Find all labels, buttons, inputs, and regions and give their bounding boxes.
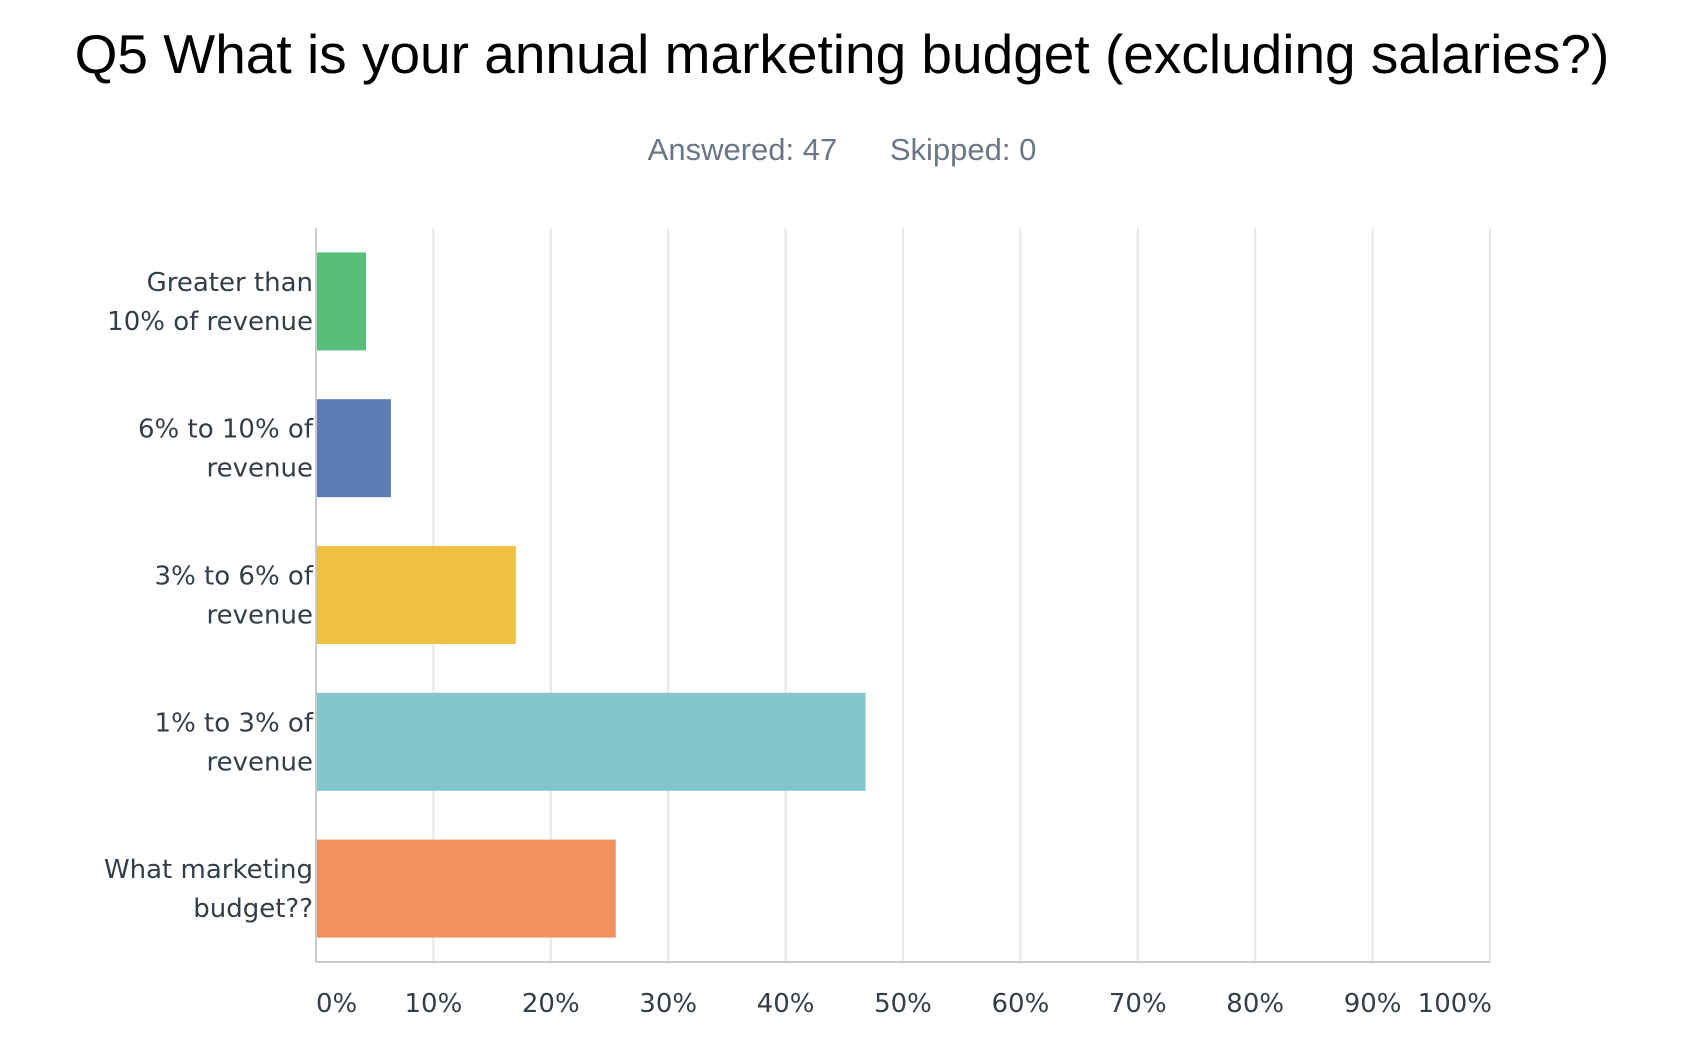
x-tick-label: 0% <box>316 989 357 1019</box>
x-tick-label: 50% <box>874 989 932 1019</box>
category-label: 1% to 3% of revenue <box>155 708 314 777</box>
category-label-line: What marketing <box>104 855 313 885</box>
category-label-line: revenue <box>207 747 313 777</box>
x-tick-label: 60% <box>992 989 1050 1019</box>
x-tick-label: 80% <box>1226 989 1284 1019</box>
category-label-line: Greater than <box>147 268 313 298</box>
category-label: What marketing budget?? <box>104 855 313 924</box>
bars <box>316 252 866 938</box>
axes <box>315 228 1490 963</box>
bar <box>316 692 866 791</box>
answered-count: Answered: 47 <box>647 132 838 167</box>
category-label-line: 10% of revenue <box>107 307 313 337</box>
category-label-line: 1% to 3% of <box>155 708 314 738</box>
category-label: 3% to 6% of revenue <box>155 562 314 631</box>
bar <box>316 839 616 938</box>
category-label-line: budget?? <box>193 894 313 924</box>
response-stats: Answered: 47 Skipped: 0 <box>0 132 1684 168</box>
category-label-line: revenue <box>207 601 313 631</box>
x-tick-labels: 0% 10% 20% 30% 40% 50% 60% 70% 80% 90% 100% <box>316 989 1492 1019</box>
category-label-line: 6% to 10% of <box>138 415 314 445</box>
chart-title: Q5 What is your annual marketing budget … <box>74 23 1610 85</box>
category-label-line: 3% to 6% of <box>155 562 314 592</box>
x-tick-label: 40% <box>757 989 815 1019</box>
bar <box>316 252 367 351</box>
x-tick-label: 30% <box>639 989 697 1019</box>
category-label: 6% to 10% of revenue <box>138 415 314 484</box>
x-tick-label: 20% <box>522 989 580 1019</box>
bar <box>316 546 516 644</box>
skipped-count: Skipped: 0 <box>889 132 1037 167</box>
x-tick-label: 90% <box>1344 989 1402 1019</box>
x-tick-label: 100% <box>1418 989 1492 1019</box>
category-label-line: revenue <box>207 454 313 484</box>
grid-lines <box>432 228 1491 962</box>
x-tick-label: 10% <box>405 989 463 1019</box>
category-label: Greater than 10% of revenue <box>107 268 313 337</box>
category-labels: Greater than 10% of revenue 6% to 10% of re… <box>104 268 314 924</box>
bar <box>316 399 391 498</box>
x-tick-label: 70% <box>1109 989 1167 1019</box>
